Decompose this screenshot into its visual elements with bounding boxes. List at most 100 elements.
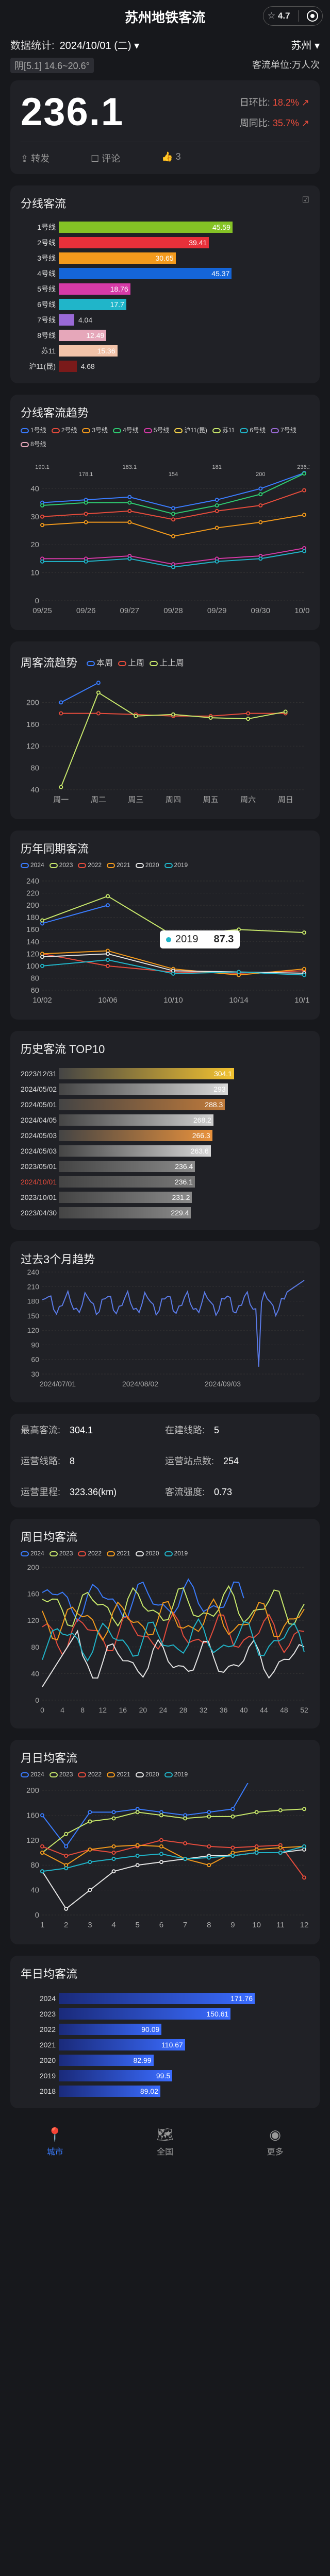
bar: 236.1 [59,1176,195,1188]
legend-item[interactable]: 2021 [107,1771,130,1778]
legend-item[interactable]: 2019 [164,1771,188,1778]
series-line [42,1618,305,1662]
y-tick-label: 20 [30,540,39,549]
legend-item[interactable]: 2021 [107,861,130,869]
legend-item[interactable]: 本周 [87,656,113,668]
legend-item[interactable]: 7号线 [271,426,296,434]
data-point [183,1857,188,1861]
data-point [207,1814,211,1819]
legend-item[interactable]: 1号线 [21,426,46,434]
legend-item[interactable]: 2024 [21,1771,44,1778]
bar: 18.76 [59,283,130,295]
legend-item[interactable]: 上周 [118,656,144,668]
data-point [214,503,219,508]
legend-item[interactable]: 2020 [135,1550,159,1557]
record-icon[interactable] [307,10,319,22]
bar: 263.6 [59,1145,211,1157]
legend-item[interactable]: 2020 [135,861,159,869]
bar-label: 2018 [39,2087,56,2095]
legend-item[interactable]: 2024 [21,861,44,869]
data-point [88,1810,92,1815]
legend-item[interactable]: 2019 [164,1550,188,1557]
y-tick-label: 60 [30,986,39,995]
legend-item[interactable]: 苏11 [212,426,235,434]
data-point [106,894,110,899]
bar: 12.49 [59,330,107,341]
x-tick-label: 09/28 [163,606,183,615]
edit-icon[interactable]: ☑ [302,196,309,205]
tab-more[interactable]: ◉ 更多 [267,2127,284,2157]
legend-item[interactable]: 2023 [49,1771,73,1778]
data-point [106,903,110,908]
comment-button[interactable]: ☐ 评论 [91,154,121,164]
legend-item[interactable]: 2020 [135,1771,159,1778]
data-point [96,681,101,685]
date-picker[interactable]: 2024/10/01 (二) ▾ [59,40,140,52]
yearly-list: 2024 171.76 2023 150.61 2022 90.09 2021 110.67 2… [21,1991,309,2099]
data-point [258,503,263,508]
unit-label: 客流单位:万人次 [252,60,320,70]
legend-item[interactable]: 3号线 [82,426,108,434]
legend-item[interactable]: 2019 [164,861,188,869]
bar-row: 苏11 15.36 [21,343,309,359]
data-point [64,1854,69,1858]
bar: 293 [59,1083,228,1095]
like-button[interactable]: 👍 3 [161,151,181,162]
monthly-legend: 2024 2023 2022 2021 2020 2019 [21,1771,309,1778]
data-point [207,1855,211,1860]
legend-item[interactable]: 2022 [78,1550,102,1557]
bar-row: 5号线 18.76 [21,281,309,297]
data-point [159,1838,163,1842]
bar-row: 1号线 45.59 [21,219,309,235]
bar [59,361,77,372]
data-point [278,1808,283,1812]
data-point [59,785,63,789]
bar-row: 2018 89.02 [21,2083,309,2099]
legend-item[interactable]: 2号线 [51,426,77,434]
y-tick-label: 210 [27,1282,40,1291]
data-point [302,549,306,553]
share-button[interactable]: ⇪ 转发 [21,154,50,164]
recent-chart: 30 60 90 120 150 180 210 240 2024/07/01 2024/08/0… [27,1268,305,1388]
data-point [135,1810,140,1815]
legend-item[interactable]: 2024 [21,1550,44,1557]
bar: 231.2 [59,1192,192,1203]
series-line [42,1844,305,1866]
rating[interactable]: ☆ 4.7 [267,11,290,21]
data-point [302,1875,306,1880]
data-point [214,509,219,513]
bar: 236.4 [59,1161,195,1172]
y-tick-label: 180 [27,1297,40,1306]
legend-item[interactable]: 6号线 [240,426,266,434]
mini-program-capsule[interactable]: ☆ 4.7 [263,6,323,26]
legend-item[interactable]: 2023 [49,1550,73,1557]
bar-value: 99.5 [156,2072,171,2080]
x-tick-label: 40 [240,1706,248,1714]
data-point [127,495,132,499]
legend-item[interactable]: 上上周 [150,656,184,668]
legend-item[interactable]: 2021 [107,1550,130,1557]
bar-row: 2020 82.99 [21,2053,309,2068]
bar-row: 2024/04/05 268.2 [21,1112,309,1128]
y-tick-label: 90 [31,1341,39,1349]
legend-item[interactable]: 4号线 [113,426,139,434]
legend-item[interactable]: 2022 [78,861,102,869]
legend-item[interactable]: 2023 [49,861,73,869]
city-select[interactable]: 苏州 ▾ [291,40,320,52]
legend-item[interactable]: 8号线 [21,439,46,448]
data-point [96,711,101,716]
tab-city[interactable]: 📍 城市 [46,2127,63,2157]
legend-item[interactable]: 5号线 [143,426,169,434]
series-line [42,1598,305,1641]
x-tick-label: 10/10 [163,996,183,1005]
legend-item[interactable]: 2022 [78,1771,102,1778]
ratio-stats: 日环比: 18.2% ↗ 周同比: 35.7% ↗ [239,97,309,128]
stops-stat: 运营站点数: 254 [165,1456,239,1466]
data-point [302,967,306,971]
tab-national[interactable]: 🗺 全国 [156,2127,174,2157]
legend-item[interactable]: 沪11(昆) [174,426,207,434]
recent-card: 过去3个月趋势 30 60 90 120 150 180 210 240 2024/07/01 2… [10,1241,320,1402]
total-label: 190.1 [35,464,50,470]
bar-label: 2020 [39,2056,56,2064]
